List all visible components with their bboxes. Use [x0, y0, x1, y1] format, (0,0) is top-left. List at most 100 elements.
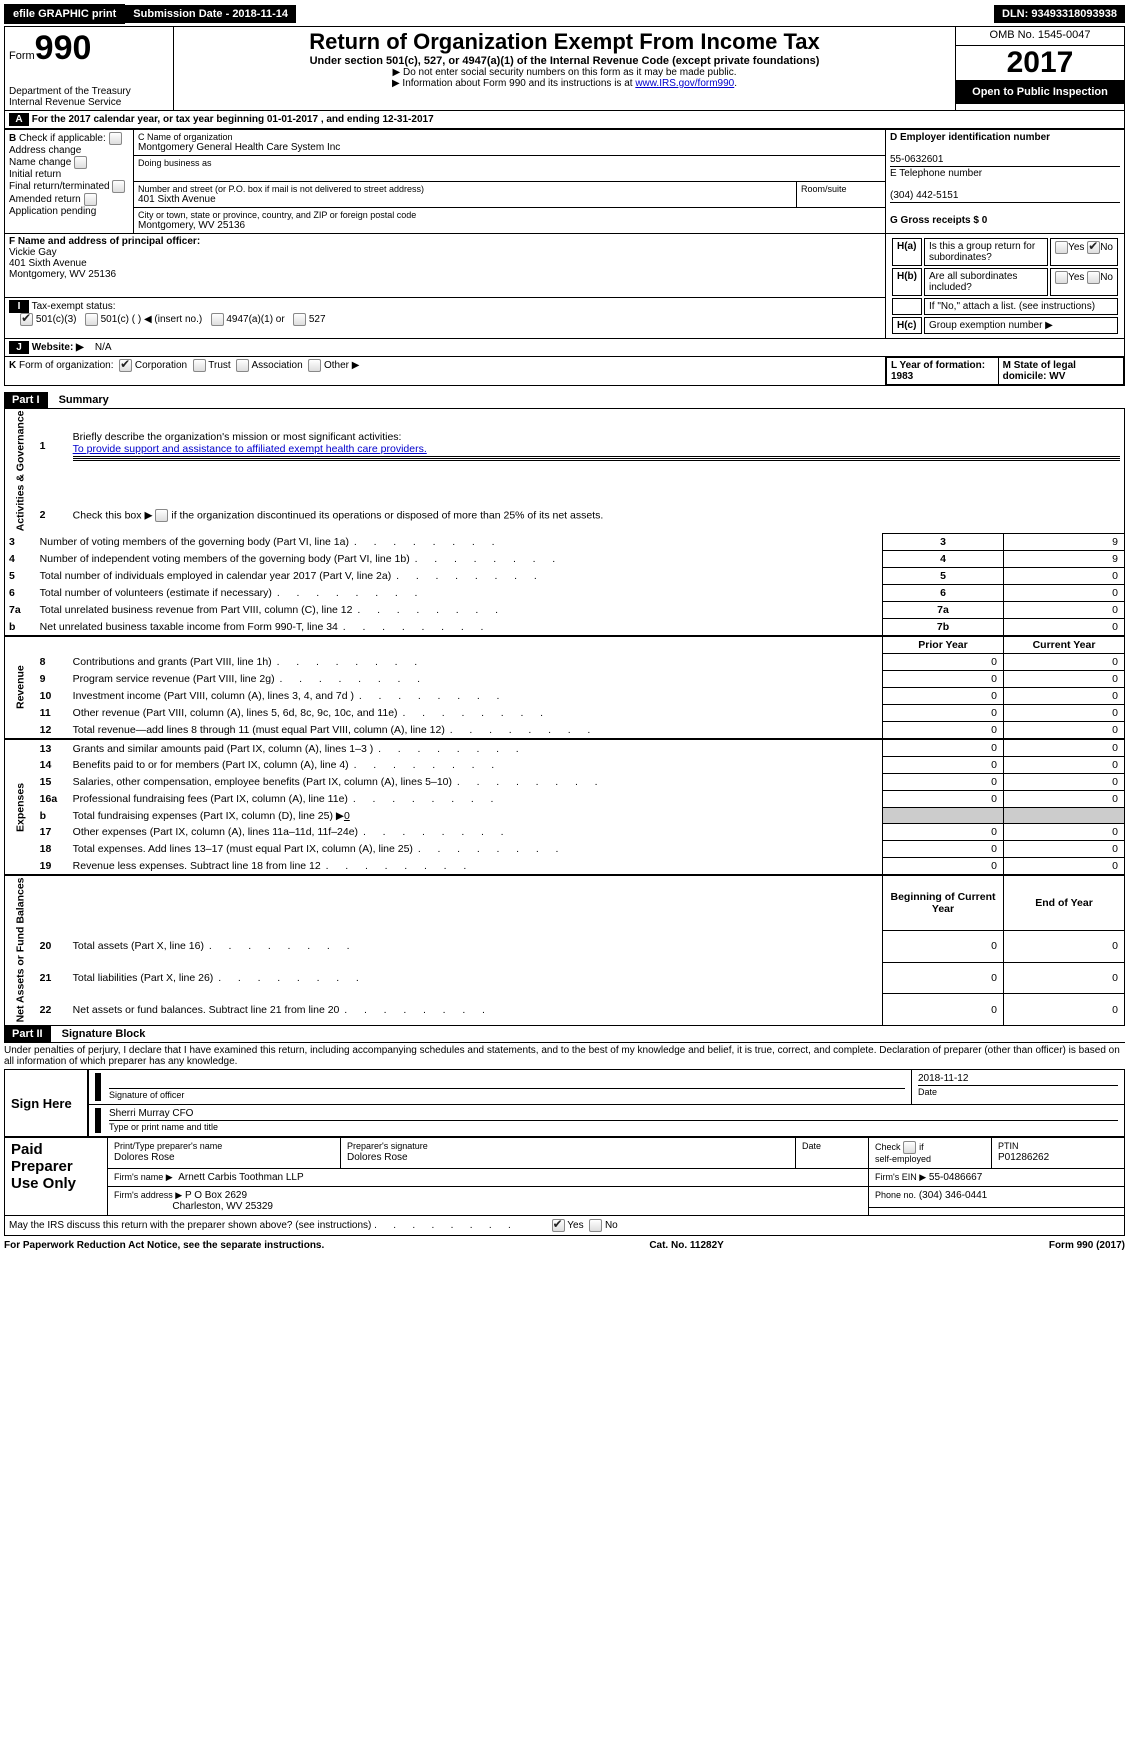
phone-label: E Telephone number	[890, 168, 982, 179]
ein-value: 55-0632601	[890, 154, 943, 165]
org-name-label: C Name of organization	[138, 132, 881, 142]
checkbox-hb-yes[interactable]	[1055, 271, 1068, 284]
checkbox-applicable[interactable]	[109, 132, 122, 145]
initial-return-label: Initial return	[9, 169, 61, 180]
part2-header: Part II	[4, 1026, 51, 1042]
org-name: Montgomery General Health Care System In…	[138, 142, 881, 153]
form-prefix: Form	[9, 50, 35, 62]
open-to-public: Open to Public Inspection	[956, 80, 1124, 104]
phone-value: (304) 442-5151	[890, 190, 958, 201]
discuss-row: May the IRS discuss this return with the…	[4, 1216, 1125, 1236]
checkbox-527[interactable]	[293, 313, 306, 326]
city-label: City or town, state or province, country…	[138, 210, 881, 220]
opt-501c: 501(c) ( ) ◀ (insert no.)	[101, 314, 203, 325]
paid-preparer-label: Paid Preparer Use Only	[5, 1138, 108, 1216]
form-title: Return of Organization Exempt From Incom…	[178, 29, 951, 55]
checkbox-self-employed[interactable]	[903, 1141, 916, 1154]
checkbox-501c[interactable]	[85, 313, 98, 326]
hc-label: H(c)	[897, 320, 916, 331]
ein-label: D Employer identification number	[890, 132, 1050, 143]
omb-number: OMB No. 1545-0047	[956, 27, 1125, 46]
amended-return-label: Amended return	[9, 194, 81, 205]
firm-addr2: Charleston, WV 25329	[172, 1201, 273, 1212]
checkbox-hb-no[interactable]	[1087, 271, 1100, 284]
room-label: Room/suite	[801, 184, 881, 194]
section-a: A For the 2017 calendar year, or tax yea…	[4, 111, 1125, 129]
top-bar: efile GRAPHIC print Submission Date - 20…	[4, 4, 1125, 24]
opt-trust: Trust	[208, 360, 230, 371]
form-subtitle: Under section 501(c), 527, or 4947(a)(1)…	[178, 55, 951, 67]
section-a-letter: A	[9, 113, 29, 126]
form-number: 990	[35, 29, 92, 67]
prep-date-label: Date	[802, 1141, 821, 1151]
name-change-label: Name change	[9, 157, 71, 168]
form-header: Form990 Department of the Treasury Inter…	[4, 26, 1125, 111]
discuss-yes: Yes	[567, 1220, 583, 1231]
tax-exempt-label: Tax-exempt status:	[32, 301, 116, 312]
opt-501c3: 501(c)(3)	[36, 314, 77, 325]
checkbox-ha-yes[interactable]	[1055, 241, 1068, 254]
check-label: Check	[875, 1142, 901, 1152]
opt-other: Other ▶	[324, 360, 359, 371]
officer-name: Vickie Gay	[9, 247, 57, 258]
prep-name-label: Print/Type preparer's name	[114, 1141, 222, 1151]
dba-label: Doing business as	[138, 158, 881, 168]
checkbox-amended[interactable]	[84, 193, 97, 206]
prep-phone: (304) 346-0441	[919, 1190, 987, 1201]
prep-sig-label: Preparer's signature	[347, 1141, 428, 1151]
line2-text: Check this box ▶	[73, 509, 153, 521]
checkbox-ha-no[interactable]	[1087, 241, 1100, 254]
checkbox-discuss-yes[interactable]	[552, 1219, 565, 1232]
discuss-no: No	[605, 1220, 618, 1231]
checkbox-final[interactable]	[112, 180, 125, 193]
prep-sig: Dolores Rose	[347, 1152, 408, 1163]
hb-text: Are all subordinates included?	[924, 268, 1048, 296]
penalty-text: Under penalties of perjury, I declare th…	[4, 1042, 1125, 1069]
date-label: Date	[918, 1087, 937, 1097]
opt-527: 527	[309, 314, 326, 325]
checkbox-4947[interactable]	[211, 313, 224, 326]
checkbox-trust[interactable]	[193, 359, 206, 372]
checkbox-discuss-no[interactable]	[589, 1219, 602, 1232]
street-value: 401 Sixth Avenue	[138, 194, 792, 205]
website-label: Website: ▶	[32, 342, 84, 353]
vlabel-governance: Activities & Governance	[5, 409, 36, 534]
officer-printed-name: Sherri Murray CFO	[109, 1108, 193, 1119]
tax-year: 2017	[956, 46, 1124, 80]
check-if-applicable: Check if applicable:	[19, 133, 106, 144]
checkbox-discontinued[interactable]	[155, 509, 168, 522]
final-return-label: Final return/terminated	[9, 181, 110, 192]
opt-4947: 4947(a)(1) or	[226, 314, 284, 325]
checkbox-501c3[interactable]	[20, 313, 33, 326]
ha-no: No	[1100, 242, 1113, 253]
discuss-text: May the IRS discuss this return with the…	[9, 1220, 371, 1231]
ptin-value: P01286262	[998, 1152, 1049, 1163]
officer-addr2: Montgomery, WV 25136	[9, 269, 116, 280]
self-emp-label: self-employed	[875, 1154, 931, 1164]
checkbox-name-change[interactable]	[74, 156, 87, 169]
section-k-letter: K	[9, 360, 16, 371]
sign-here-label: Sign Here	[5, 1070, 89, 1137]
checkbox-other[interactable]	[308, 359, 321, 372]
year-formation: L Year of formation: 1983	[891, 360, 985, 382]
street-label: Number and street (or P.O. box if mail i…	[138, 184, 792, 194]
sig-date: 2018-11-12	[918, 1073, 968, 1084]
checkbox-corp[interactable]	[119, 359, 132, 372]
efile-print-button[interactable]: efile GRAPHIC print	[4, 4, 125, 24]
signature-table: Sign Here Signature of officer 2018-11-1…	[4, 1069, 1125, 1137]
firm-addr-label: Firm's address ▶	[114, 1190, 182, 1200]
if-label: if	[919, 1142, 924, 1152]
checkbox-assoc[interactable]	[236, 359, 249, 372]
part1-header: Part I	[4, 392, 48, 408]
dln-label: DLN: 93493318093938	[994, 5, 1125, 23]
ha-yes: Yes	[1068, 242, 1084, 253]
paperwork-notice: For Paperwork Reduction Act Notice, see …	[4, 1240, 324, 1251]
form-year-footer: Form 990 (2017)	[1049, 1240, 1125, 1251]
preparer-table: Paid Preparer Use Only Print/Type prepar…	[4, 1137, 1125, 1216]
officer-label: F Name and address of principal officer:	[9, 236, 200, 247]
irs-link[interactable]: www.IRS.gov/form990	[635, 78, 734, 89]
section-j-letter: J	[9, 341, 29, 354]
firm-name: Arnett Carbis Toothman LLP	[178, 1172, 303, 1183]
firm-name-label: Firm's name ▶	[114, 1172, 173, 1182]
line1-text: Briefly describe the organization's miss…	[73, 431, 402, 443]
